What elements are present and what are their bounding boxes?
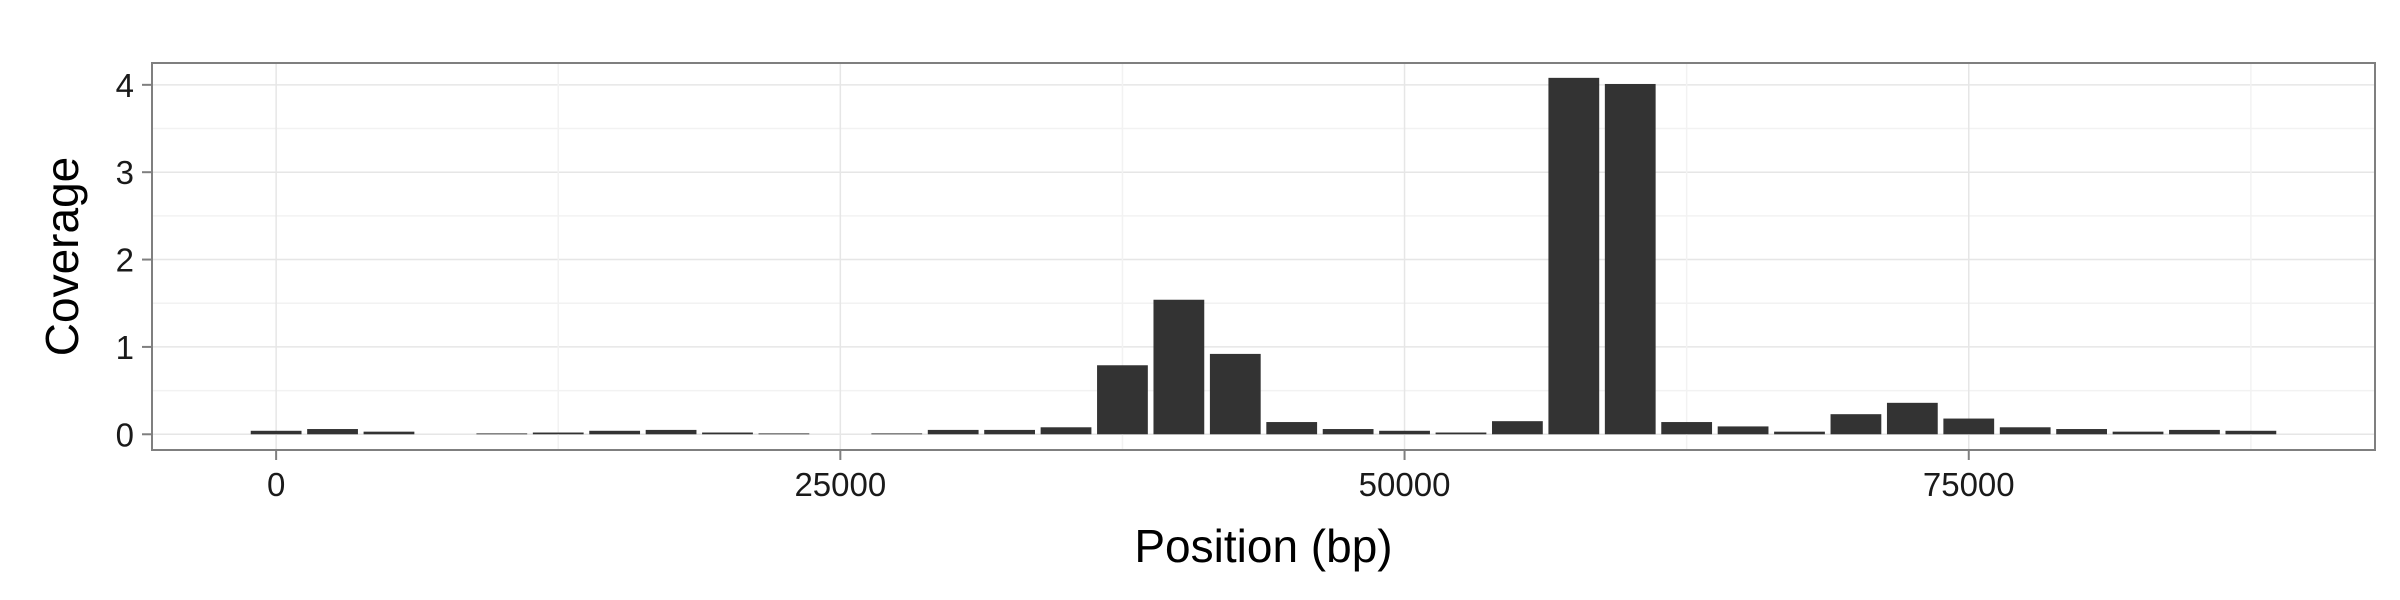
bar [1717, 426, 1769, 435]
bar [1040, 427, 1092, 435]
bar [645, 429, 697, 435]
bars [250, 77, 2277, 435]
y-tick-label: 2 [116, 242, 134, 279]
bar [1492, 421, 1543, 435]
bar [1604, 83, 1656, 435]
bar [1774, 431, 1825, 435]
y-tick-label: 3 [116, 154, 134, 191]
bar [1548, 77, 1600, 435]
bar [1097, 365, 1148, 435]
y-tick-label: 4 [116, 67, 134, 104]
y-tick-label: 1 [116, 329, 134, 366]
bar [1322, 429, 1374, 435]
bar [2169, 429, 2220, 435]
grid-lines [152, 63, 2375, 450]
bar [2112, 431, 2164, 435]
x-tick-label: 75000 [1923, 466, 2015, 503]
axis-ticks: 0 1 2 3 4 0 25000 50000 75000 [116, 67, 2015, 503]
bar [871, 433, 923, 435]
bar [2056, 429, 2107, 435]
bar [250, 430, 302, 435]
bar [476, 433, 528, 435]
bar [702, 432, 753, 435]
bar [2225, 430, 2277, 435]
bar [1209, 353, 1261, 435]
y-tick-label: 0 [116, 416, 134, 453]
bar [927, 429, 979, 435]
bar [532, 432, 584, 435]
x-tick-label: 50000 [1359, 466, 1451, 503]
bar [1153, 299, 1205, 435]
bar [758, 433, 810, 435]
bar [363, 431, 415, 435]
bar [1661, 422, 1713, 435]
plot-panel-border [151, 62, 2376, 451]
bar [1830, 414, 1882, 435]
bar [984, 429, 1035, 435]
x-tick-label: 0 [267, 466, 285, 503]
bar [1999, 427, 2051, 435]
bar [1943, 418, 1995, 435]
bar [1266, 422, 1318, 435]
bar [1886, 402, 1938, 435]
bar [1435, 432, 1487, 435]
bar [307, 429, 358, 435]
x-tick-label: 25000 [794, 466, 886, 503]
y-axis-title: Coverage [36, 157, 88, 356]
x-axis-title: Position (bp) [1134, 520, 1392, 572]
bar [1379, 430, 1430, 435]
bar [589, 430, 641, 435]
